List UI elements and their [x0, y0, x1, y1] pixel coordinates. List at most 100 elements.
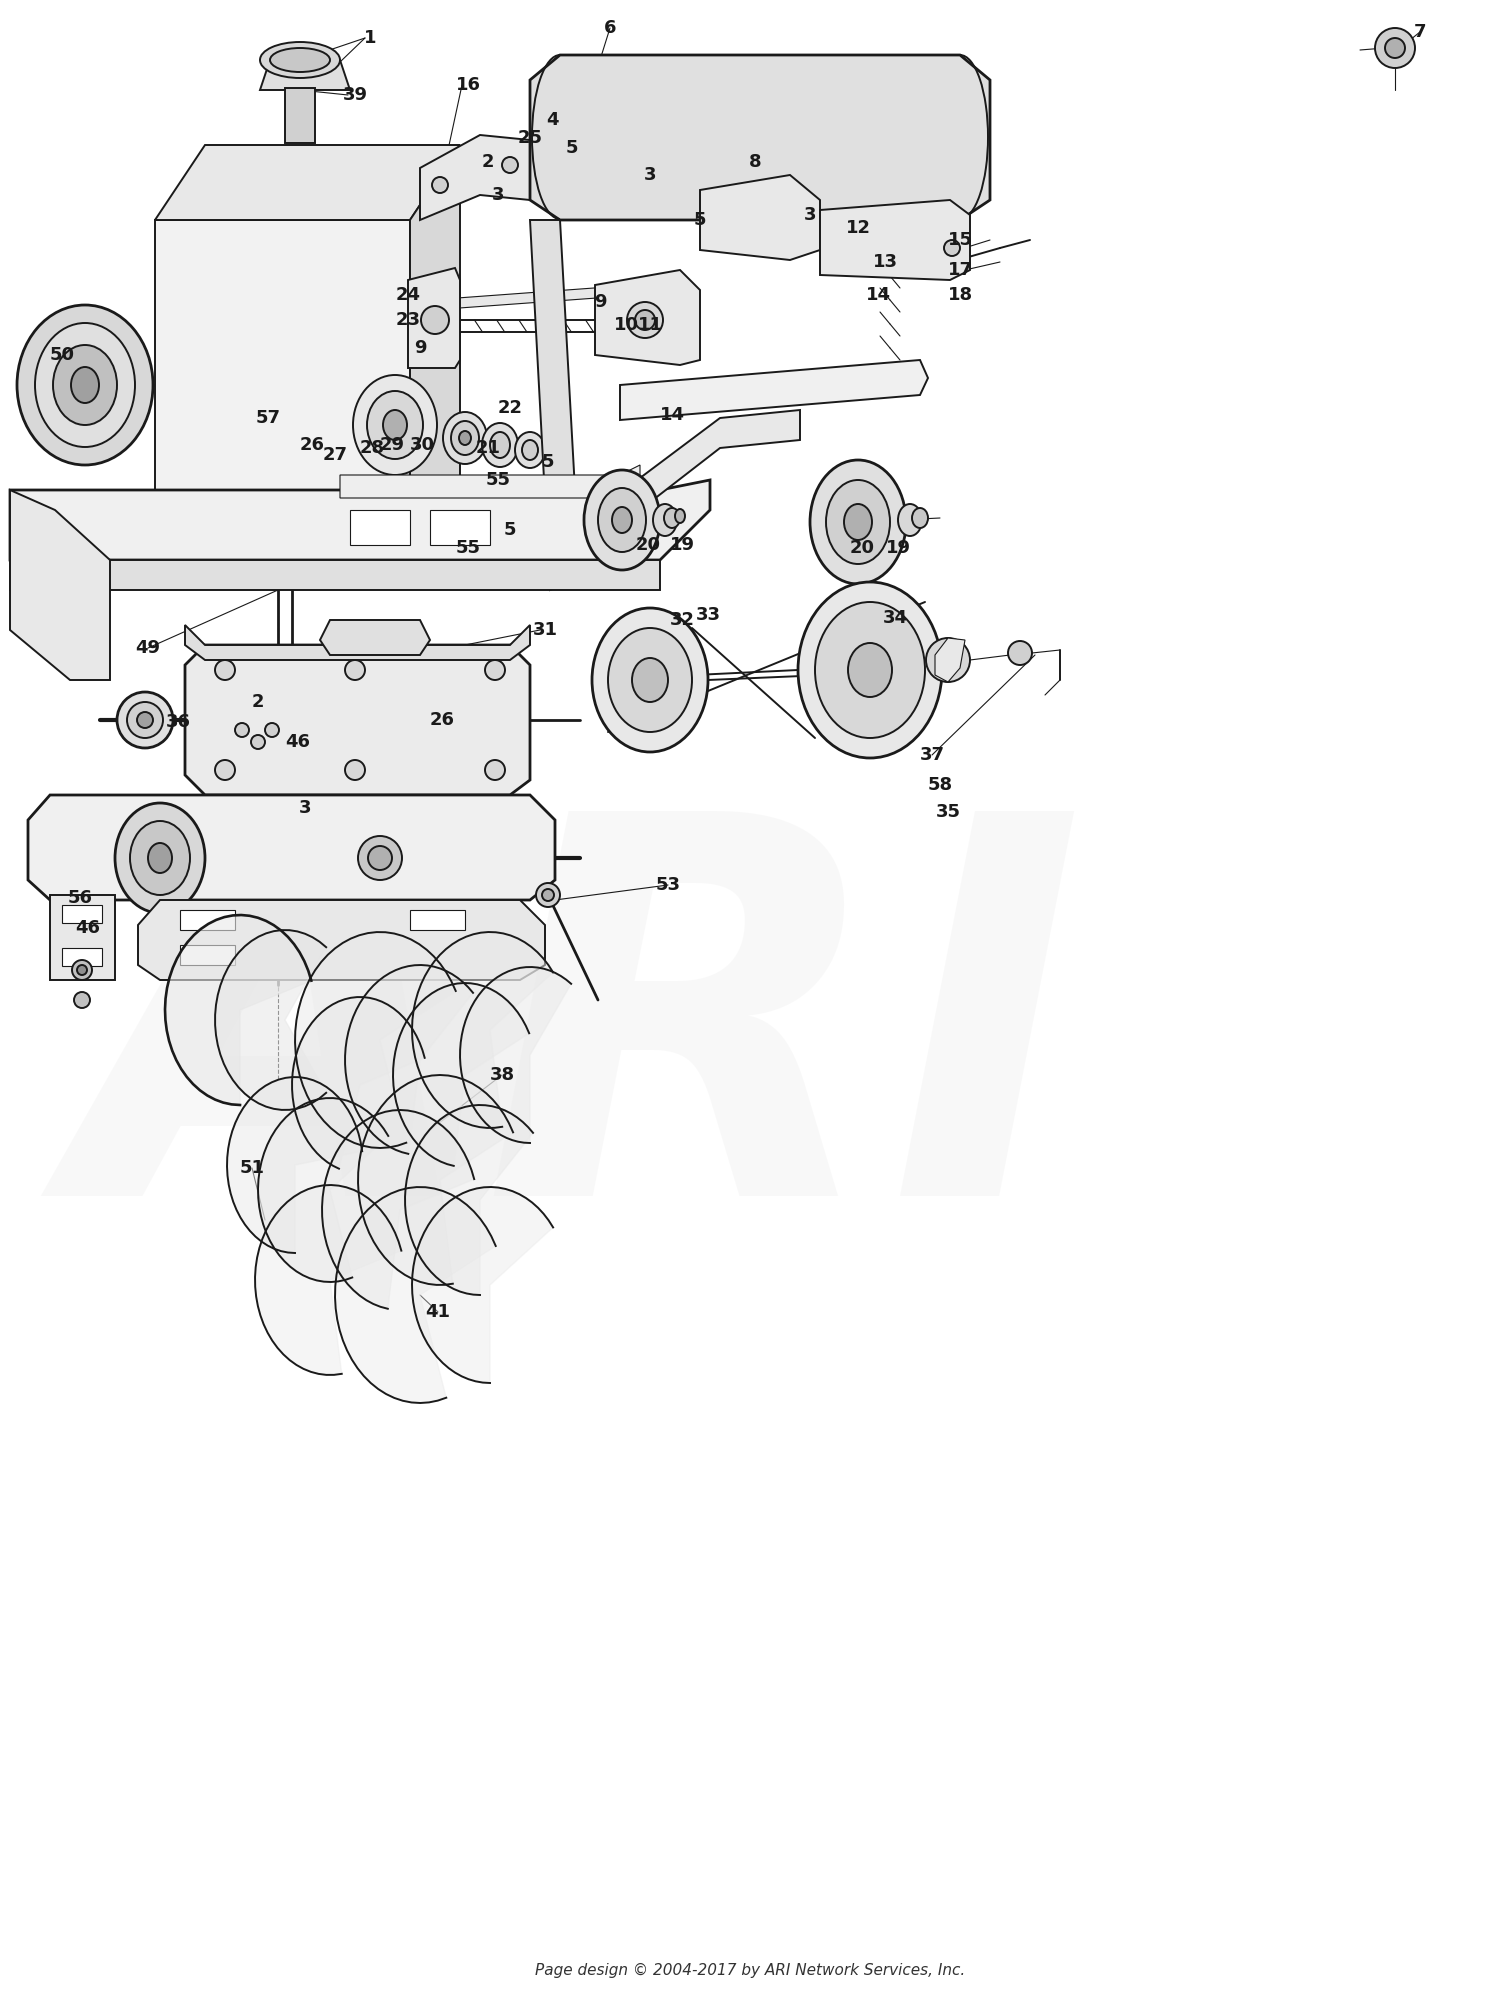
- Ellipse shape: [598, 488, 646, 552]
- Circle shape: [345, 660, 364, 680]
- Ellipse shape: [382, 410, 406, 440]
- Circle shape: [236, 722, 249, 736]
- Text: 9: 9: [414, 338, 426, 356]
- Bar: [180, 910, 236, 930]
- Text: 6: 6: [603, 18, 616, 36]
- Polygon shape: [530, 54, 990, 220]
- Text: 10: 10: [614, 316, 639, 334]
- Text: 53: 53: [656, 876, 681, 894]
- Ellipse shape: [514, 432, 544, 468]
- Circle shape: [266, 722, 279, 736]
- Text: 29: 29: [380, 436, 405, 454]
- Circle shape: [926, 638, 970, 682]
- Circle shape: [634, 310, 656, 330]
- Circle shape: [117, 692, 172, 748]
- Polygon shape: [184, 644, 530, 794]
- Text: 5: 5: [542, 454, 555, 470]
- Circle shape: [358, 836, 402, 880]
- Circle shape: [484, 760, 506, 780]
- Polygon shape: [154, 146, 460, 220]
- Circle shape: [1384, 38, 1406, 58]
- Polygon shape: [184, 624, 530, 660]
- Circle shape: [542, 888, 554, 900]
- Text: 4: 4: [546, 110, 558, 128]
- Text: 39: 39: [342, 86, 368, 104]
- Polygon shape: [460, 968, 572, 1144]
- Ellipse shape: [116, 802, 206, 912]
- Polygon shape: [334, 1188, 495, 1402]
- Text: 7: 7: [1413, 22, 1426, 40]
- Text: 31: 31: [532, 620, 558, 640]
- Polygon shape: [260, 60, 350, 90]
- Ellipse shape: [490, 432, 510, 458]
- Polygon shape: [934, 638, 964, 682]
- Bar: [62, 948, 102, 966]
- Circle shape: [936, 648, 960, 672]
- Polygon shape: [340, 464, 640, 498]
- Ellipse shape: [260, 42, 340, 78]
- Text: 55: 55: [456, 538, 480, 556]
- Polygon shape: [10, 490, 109, 680]
- Polygon shape: [640, 410, 800, 510]
- Text: 20: 20: [636, 536, 660, 554]
- Ellipse shape: [612, 506, 632, 532]
- Text: 56: 56: [68, 888, 93, 908]
- Circle shape: [422, 306, 448, 334]
- Circle shape: [72, 960, 92, 980]
- Polygon shape: [430, 284, 638, 310]
- Polygon shape: [408, 268, 460, 368]
- Polygon shape: [296, 932, 456, 1148]
- Text: 26: 26: [429, 712, 454, 728]
- Text: 1: 1: [363, 28, 376, 46]
- Circle shape: [368, 846, 392, 870]
- Bar: [350, 510, 410, 544]
- Text: 46: 46: [75, 920, 100, 936]
- Ellipse shape: [459, 432, 471, 446]
- Bar: [180, 946, 236, 966]
- Polygon shape: [620, 360, 928, 420]
- Ellipse shape: [34, 322, 135, 448]
- Ellipse shape: [584, 470, 660, 570]
- Ellipse shape: [608, 628, 692, 732]
- Ellipse shape: [148, 844, 172, 872]
- Circle shape: [1008, 640, 1032, 664]
- Text: 20: 20: [849, 538, 874, 556]
- Polygon shape: [138, 900, 544, 980]
- Polygon shape: [596, 270, 700, 364]
- Polygon shape: [358, 1076, 513, 1284]
- Text: 14: 14: [865, 286, 891, 304]
- Ellipse shape: [664, 508, 680, 528]
- Polygon shape: [292, 998, 424, 1168]
- Polygon shape: [320, 620, 430, 656]
- Text: 14: 14: [660, 406, 684, 424]
- Circle shape: [1376, 28, 1414, 68]
- Text: 51: 51: [240, 1160, 264, 1176]
- Circle shape: [503, 158, 518, 174]
- Text: 3: 3: [298, 798, 312, 816]
- Ellipse shape: [53, 344, 117, 426]
- Text: 26: 26: [300, 436, 324, 454]
- Text: 22: 22: [498, 400, 522, 418]
- Text: 3: 3: [644, 166, 657, 184]
- Circle shape: [432, 178, 448, 194]
- Text: 13: 13: [873, 252, 897, 270]
- Ellipse shape: [442, 412, 488, 464]
- Ellipse shape: [810, 460, 906, 584]
- Text: 21: 21: [476, 440, 501, 458]
- Circle shape: [345, 760, 364, 780]
- Text: 17: 17: [948, 260, 972, 278]
- Ellipse shape: [452, 422, 478, 456]
- Circle shape: [536, 884, 560, 908]
- Polygon shape: [410, 146, 460, 550]
- Circle shape: [136, 712, 153, 728]
- Ellipse shape: [898, 504, 922, 536]
- Text: 5: 5: [693, 210, 706, 228]
- Text: 36: 36: [165, 714, 190, 730]
- Text: Page design © 2004-2017 by ARI Network Services, Inc.: Page design © 2004-2017 by ARI Network S…: [536, 1962, 964, 1978]
- Circle shape: [74, 992, 90, 1008]
- Text: 9: 9: [594, 292, 606, 310]
- Text: 34: 34: [882, 608, 908, 628]
- Text: 18: 18: [948, 286, 972, 304]
- Polygon shape: [700, 176, 820, 260]
- Circle shape: [484, 660, 506, 680]
